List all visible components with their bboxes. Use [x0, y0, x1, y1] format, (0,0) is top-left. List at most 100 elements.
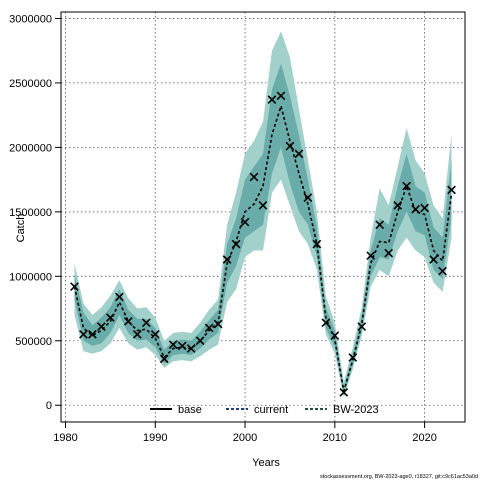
- median-line: [73, 103, 453, 392]
- plot-frame: [60, 11, 466, 423]
- observed-point: [267, 95, 277, 105]
- observed-point: [258, 201, 268, 210]
- legend-label: current: [254, 404, 288, 416]
- y-axis: 0 500000 1000000 1500000 2000000 2500000 30000…: [9, 13, 61, 412]
- observed-point: [231, 239, 241, 249]
- observed-point-stroke: [402, 181, 412, 191]
- observed-point: [70, 282, 79, 291]
- observed-point-stroke: [177, 341, 187, 351]
- observed-points: [70, 91, 456, 397]
- observed-point: [348, 353, 358, 362]
- observed-point-stroke: [141, 318, 151, 328]
- y-tick-label: 1500000: [9, 207, 52, 219]
- x-tick-label: 1990: [143, 432, 167, 444]
- observed-point: [375, 220, 385, 230]
- x-axis-label: Years: [252, 457, 280, 469]
- observed-point: [186, 344, 196, 353]
- uncertainty-bands: [74, 31, 452, 398]
- observed-point-stroke: [357, 322, 367, 331]
- x-tick-label: 2010: [323, 432, 347, 444]
- observed-point: [294, 149, 304, 159]
- observed-point-stroke: [88, 329, 97, 339]
- y-tick-label: 0: [46, 400, 52, 412]
- y-tick-label: 2000000: [9, 142, 52, 154]
- observed-point-stroke: [222, 255, 232, 264]
- y-tick-label: 1000000: [9, 271, 52, 283]
- observed-point-stroke: [375, 220, 385, 230]
- observed-point-stroke: [366, 251, 376, 261]
- observed-point: [159, 354, 169, 364]
- observed-point: [141, 318, 151, 328]
- observed-point-stroke: [285, 141, 295, 151]
- legend: base current BW-2023: [150, 404, 379, 416]
- observed-point: [330, 331, 340, 340]
- observed-point-stroke: [249, 172, 259, 182]
- observed-point: [204, 323, 214, 333]
- legend-label: base: [178, 404, 202, 416]
- observed-point-stroke: [411, 204, 420, 214]
- observed-point-stroke: [312, 239, 322, 249]
- observed-point-stroke: [294, 149, 304, 159]
- observed-point-stroke: [70, 282, 79, 291]
- x-axis: 1980 1990 2000 2010 2020: [53, 422, 437, 444]
- series-lines: [73, 103, 453, 392]
- observed-point: [106, 313, 115, 322]
- observed-point-stroke: [132, 329, 142, 339]
- observed-point: [285, 141, 295, 151]
- observed-point-stroke: [106, 313, 115, 322]
- observed-point: [249, 172, 259, 182]
- observed-point-stroke: [321, 318, 331, 328]
- observed-point-stroke: [195, 336, 205, 346]
- observed-point-stroke: [303, 193, 313, 203]
- observed-point: [447, 185, 456, 195]
- observed-point: [321, 318, 331, 328]
- y-axis-label: Catch: [15, 214, 27, 243]
- y-tick-label: 500000: [15, 336, 52, 348]
- observed-point-stroke: [267, 95, 277, 105]
- observed-point-stroke: [213, 319, 223, 329]
- observed-point-stroke: [150, 329, 160, 339]
- observed-point: [213, 319, 223, 329]
- footer-note: stockassessment.org, BW-2023-age0, r1832…: [320, 474, 478, 480]
- observed-point-stroke: [97, 322, 106, 331]
- observed-point-stroke: [348, 353, 358, 362]
- observed-point: [79, 329, 88, 339]
- x-tick-label: 2000: [233, 432, 257, 444]
- x-tick-label: 1980: [53, 432, 77, 444]
- observed-point: [420, 203, 429, 213]
- observed-point: [132, 329, 142, 339]
- observed-point: [168, 340, 178, 350]
- observed-point-stroke: [438, 266, 447, 276]
- observed-point: [339, 387, 349, 397]
- observed-point-stroke: [447, 185, 456, 195]
- observed-point: [429, 255, 438, 264]
- observed-point: [123, 317, 133, 326]
- observed-point-stroke: [330, 331, 340, 340]
- observed-point-stroke: [384, 248, 394, 258]
- observed-point: [114, 292, 124, 302]
- observed-point-stroke: [204, 323, 214, 333]
- observed-point: [240, 217, 250, 227]
- observed-point-stroke: [240, 217, 250, 227]
- x-tick-label: 2020: [412, 432, 436, 444]
- observed-point: [303, 193, 313, 203]
- observed-point-stroke: [393, 201, 403, 210]
- observed-point-stroke: [114, 292, 124, 302]
- y-tick-label: 2500000: [9, 78, 52, 90]
- observed-point-stroke: [258, 201, 268, 210]
- observed-point: [195, 336, 205, 346]
- y-tick-label: 3000000: [9, 13, 52, 25]
- observed-point: [402, 181, 412, 191]
- observed-point: [177, 341, 187, 351]
- observed-point: [222, 255, 232, 264]
- observed-point: [438, 266, 447, 276]
- observed-point: [312, 239, 322, 249]
- observed-point-stroke: [159, 354, 169, 364]
- observed-point-stroke: [339, 387, 349, 397]
- observed-point: [411, 204, 420, 214]
- observed-point: [366, 251, 376, 261]
- observed-point: [97, 322, 106, 331]
- legend-label: BW-2023: [333, 404, 379, 416]
- observed-point-stroke: [276, 91, 286, 101]
